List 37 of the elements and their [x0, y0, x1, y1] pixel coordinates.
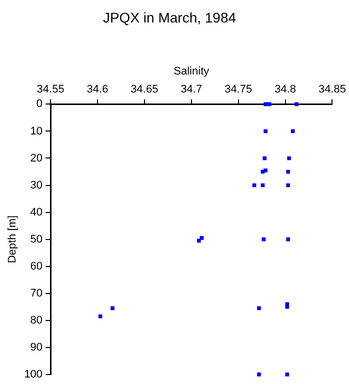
y-tick-label: 90 — [30, 341, 43, 354]
x-tick-label: 34.85 — [318, 84, 346, 96]
y-tick-label: 100 — [24, 368, 43, 380]
y-tick-label: 60 — [30, 260, 43, 272]
x-axis-title: Salinity — [174, 65, 210, 78]
y-tick-label: 10 — [30, 125, 43, 138]
y-tick-label: 20 — [30, 152, 43, 164]
point — [286, 170, 290, 174]
point — [285, 304, 290, 309]
y-tick-label: 50 — [30, 233, 43, 246]
y-tick-label: 70 — [30, 287, 43, 300]
x-tick-label: 34.8 — [274, 84, 296, 96]
point — [286, 237, 290, 242]
x-tick-label: 34.65 — [130, 84, 158, 96]
point — [257, 306, 261, 310]
point — [200, 236, 204, 240]
point — [286, 183, 290, 188]
y-axis-title: Depth [m] — [6, 215, 19, 264]
x-tick-label: 34.7 — [180, 84, 202, 96]
x-tick-label: 34.55 — [36, 84, 64, 96]
point — [264, 168, 268, 172]
point — [264, 129, 268, 134]
y-tick-label: 80 — [30, 314, 43, 326]
x-tick-label: 34.6 — [86, 84, 108, 96]
y-tick-label: 0 — [36, 98, 43, 110]
x-tick-label: 34.75 — [224, 84, 252, 96]
chart-title: JPQX in March, 1984 — [102, 9, 236, 26]
point — [196, 238, 201, 243]
point — [257, 372, 261, 376]
point — [285, 372, 290, 376]
point — [287, 156, 291, 160]
y-tick-label: 40 — [30, 206, 43, 218]
point — [262, 156, 267, 160]
point — [294, 102, 298, 106]
y-tick-label: 30 — [30, 179, 43, 192]
point — [264, 102, 268, 106]
point — [110, 306, 114, 310]
